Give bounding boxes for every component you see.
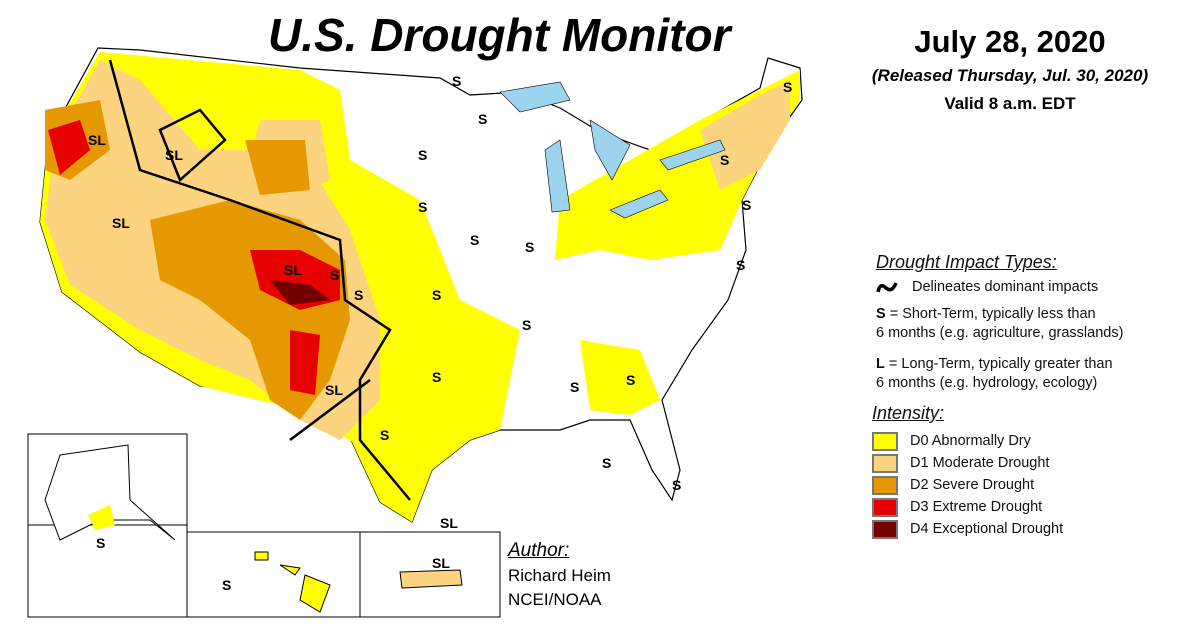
impact-label: S <box>672 477 681 493</box>
d3-or <box>48 120 90 175</box>
impact-label: S <box>525 239 534 255</box>
hawaii-inset <box>186 531 361 618</box>
l-text: = Long-Term, typically greater than <box>884 356 1113 372</box>
intensity-swatch <box>872 453 898 473</box>
impact-boundary <box>108 59 411 501</box>
author-block: Author: Richard Heim NCEI/NOAA <box>508 540 611 614</box>
s-text2: 6 months (e.g. agriculture, grasslands) <box>876 325 1124 341</box>
conus <box>39 47 803 523</box>
impact-label: SL <box>165 147 183 163</box>
impact-label: S <box>222 577 231 593</box>
l-text2: 6 months (e.g. hydrology, ecology) <box>876 375 1098 391</box>
impact-label: S <box>380 427 389 443</box>
alaska-drought <box>88 505 115 530</box>
short-term-row: S = Short-Term, typically less than 6 mon… <box>876 305 1123 343</box>
intensity-swatch <box>872 475 898 495</box>
impact-label: S <box>478 111 487 127</box>
alaska-inset <box>27 433 188 618</box>
intensity-label: D3 Extreme Drought <box>910 499 1043 515</box>
map-title: U.S. Drought Monitor <box>268 9 731 61</box>
impact-label: SL <box>284 262 302 278</box>
author-org: NCEI/NOAA <box>508 590 602 609</box>
long-term-row: L = Long-Term, typically greater than 6 m… <box>876 355 1123 393</box>
impact-label: S <box>452 73 461 89</box>
impact-label: S <box>432 369 441 385</box>
impact-label: S <box>432 287 441 303</box>
intensity-swatch <box>872 431 898 451</box>
impact-label: SL <box>440 515 458 531</box>
impact-label: S <box>354 287 363 303</box>
impact-label: S <box>330 267 339 283</box>
intensity-label: D0 Abnormally Dry <box>910 433 1031 449</box>
delineates-row: Delineates dominant impacts <box>876 279 1123 295</box>
d3-nm <box>290 330 320 395</box>
impact-label: S <box>522 317 531 333</box>
impact-types-heading: Drought Impact Types: <box>876 252 1057 272</box>
impact-label: SL <box>88 132 106 148</box>
intensity-label: D4 Exceptional Drought <box>910 521 1064 537</box>
author-name: Richard Heim <box>508 566 611 585</box>
intensity-item: D0 Abnormally Dry <box>872 430 1123 452</box>
s-key: S <box>876 306 886 322</box>
impact-label: SL <box>325 382 343 398</box>
intensity-item: D2 Severe Drought <box>872 474 1123 496</box>
d1-ne <box>700 80 790 190</box>
impact-label: S <box>742 197 751 213</box>
impact-label: S <box>570 379 579 395</box>
great-lakes <box>499 81 726 219</box>
impact-line-icon <box>876 282 898 293</box>
intensity-item: D3 Extreme Drought <box>872 496 1123 518</box>
intensity-label: D1 Moderate Drought <box>910 455 1050 471</box>
impact-label: S <box>96 535 105 551</box>
impact-label: SL <box>432 555 450 571</box>
intensity-heading: Intensity: <box>872 403 945 423</box>
intensity-item: D1 Moderate Drought <box>872 452 1123 474</box>
impact-label: S <box>418 199 427 215</box>
puerto-rico-inset <box>359 531 501 618</box>
author-heading: Author: <box>508 540 570 561</box>
s-text: = Short-Term, typically less than <box>885 306 1096 322</box>
impact-label: S <box>783 79 792 95</box>
intensity-list: D0 Abnormally Dry D1 Moderate Drought D2 S… <box>872 430 1123 540</box>
impact-label: S <box>470 232 479 248</box>
impact-label: S <box>602 455 611 471</box>
valid-time: Valid 8 a.m. EDT <box>944 94 1076 113</box>
d2-wy <box>245 140 310 195</box>
intensity-label: D2 Severe Drought <box>910 477 1035 493</box>
impact-label: S <box>418 147 427 163</box>
d4-co <box>270 280 330 305</box>
delineates-text: Delineates dominant impacts <box>912 279 1099 295</box>
impact-label: SL <box>112 215 130 231</box>
l-key: L <box>876 356 885 372</box>
impact-label: S <box>736 257 745 273</box>
impact-label: S <box>626 372 635 388</box>
intensity-swatch <box>872 519 898 539</box>
legend: Drought Impact Types: Delineates dominan… <box>872 252 1123 540</box>
intensity-item: D4 Exceptional Drought <box>872 518 1123 540</box>
d0-south <box>580 340 660 415</box>
intensity-swatch <box>872 497 898 517</box>
alaska-shape <box>44 444 176 541</box>
release-date: (Released Thursday, Jul. 30, 2020) <box>871 66 1149 85</box>
impact-label: S <box>720 152 729 168</box>
map-date: July 28, 2020 <box>914 24 1106 59</box>
